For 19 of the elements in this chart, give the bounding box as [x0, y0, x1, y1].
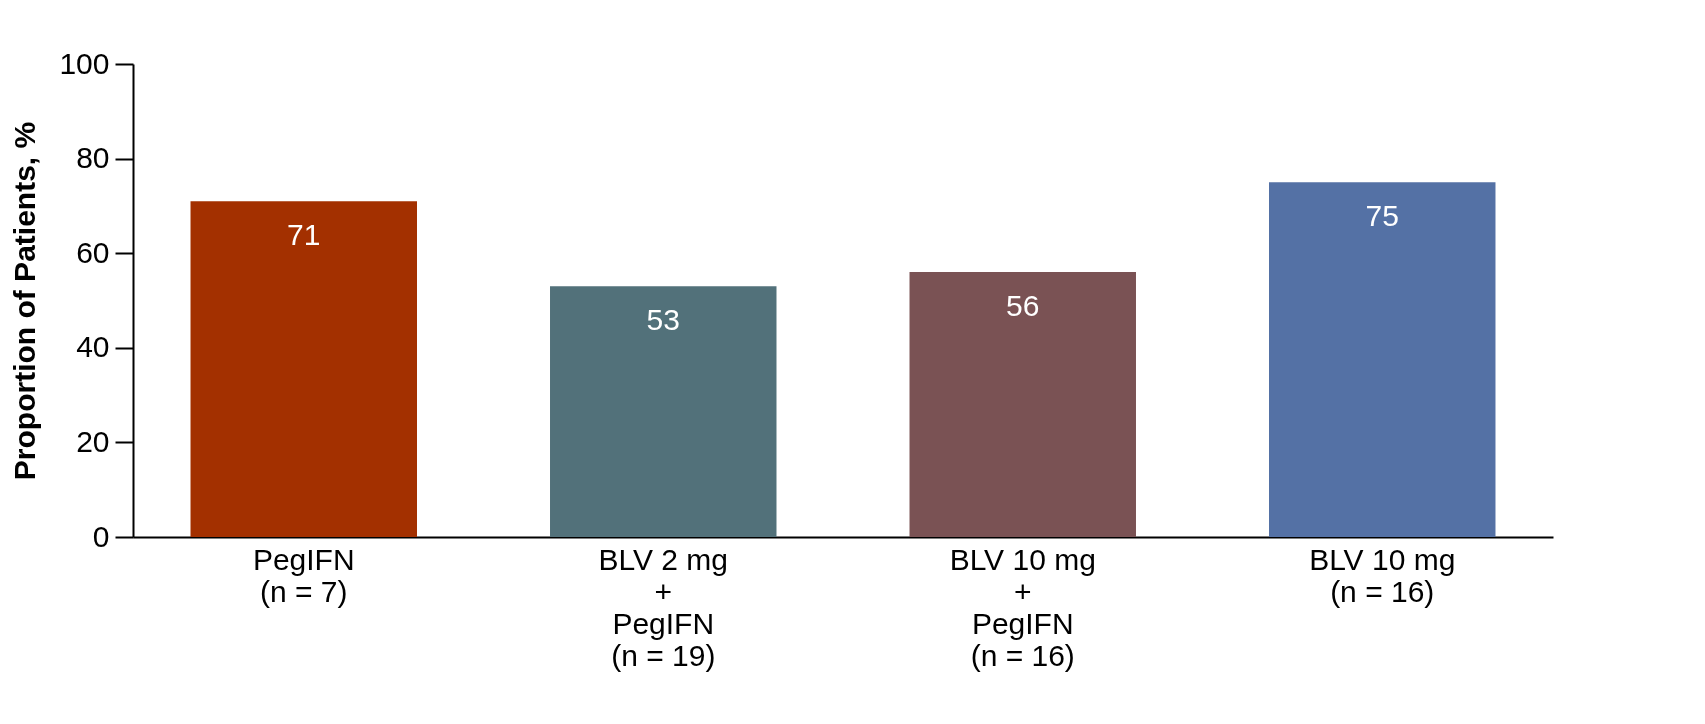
data-label: 75: [1365, 199, 1399, 233]
bar: [190, 201, 417, 537]
bar: [1269, 182, 1496, 537]
y-tick-label: 100: [59, 46, 110, 80]
data-label: 53: [646, 303, 680, 337]
y-axis-title: Proportion of Patients, %: [8, 121, 42, 481]
bar: [909, 272, 1136, 537]
x-tick-label: BLV 2 mg + PegIFN (n = 19): [598, 542, 729, 672]
data-label: 56: [1006, 289, 1040, 323]
x-tick-label: PegIFN (n = 7): [252, 542, 355, 608]
bar: [550, 286, 777, 537]
data-label: 71: [287, 218, 321, 252]
y-tick-label: 60: [76, 235, 110, 269]
x-tick-label: BLV 10 mg + PegIFN (n = 16): [949, 542, 1096, 672]
y-tick-label: 80: [76, 141, 110, 175]
x-tick-label: BLV 10 mg (n = 16): [1309, 542, 1456, 608]
y-tick-label: 20: [76, 424, 110, 458]
y-tick-label: 40: [76, 330, 110, 364]
y-tick-label: 0: [92, 519, 110, 553]
